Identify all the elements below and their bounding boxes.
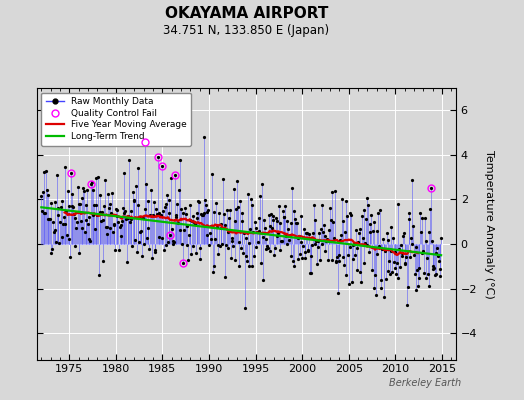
Text: OKAYAMA AIRPORT: OKAYAMA AIRPORT [165,6,328,21]
Text: Berkeley Earth: Berkeley Earth [389,378,461,388]
Legend: Raw Monthly Data, Quality Control Fail, Five Year Moving Average, Long-Term Tren: Raw Monthly Data, Quality Control Fail, … [41,92,191,146]
Text: 34.751 N, 133.850 E (Japan): 34.751 N, 133.850 E (Japan) [163,24,330,37]
Y-axis label: Temperature Anomaly (°C): Temperature Anomaly (°C) [484,150,494,298]
